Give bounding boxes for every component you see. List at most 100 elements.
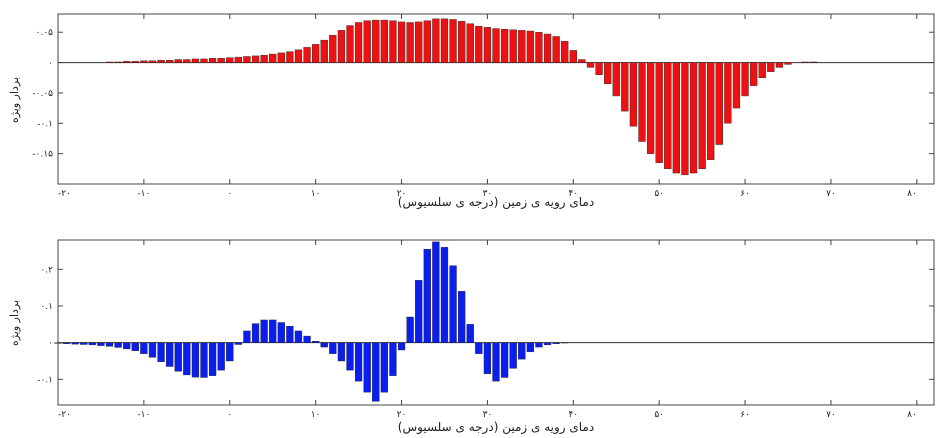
chart-1-x-axis-label: دمای رویه ی زمین (درجه ی سلسیوس) [398, 195, 594, 210]
chart-2-bar [475, 342, 483, 354]
chart-2-bars [54, 241, 934, 402]
chart-1-bar [397, 21, 406, 63]
chart-1-bar [664, 62, 672, 170]
chart-1-bar [509, 29, 517, 63]
chart-1-y-axis-label: بردار ویژه [8, 77, 21, 123]
chart-1-bar [801, 61, 809, 63]
chart-2-y-tick-label: ۰.۲ [40, 265, 53, 275]
chart-2-bar [166, 342, 174, 367]
chart-2-bar [320, 342, 328, 348]
chart-1-bar [269, 53, 277, 63]
chart-2-bar [234, 342, 242, 345]
chart-1-y-tick-label: ۰.۰۵ [36, 28, 54, 38]
chart-2-bar [423, 248, 431, 343]
chart-1-bar [114, 61, 122, 63]
chart-1-x-tick-label: ۰ [227, 189, 232, 199]
chart-1-bar [286, 51, 294, 63]
chart-2-bar [458, 291, 466, 343]
chart-2-x-tick-label: ۷۰ [826, 410, 836, 420]
chart-2-bar [492, 342, 500, 382]
chart-2-bar [466, 324, 474, 343]
chart-2-bar [114, 342, 122, 348]
chart-2-bar [449, 265, 457, 343]
chart-1-y-tick-label: -۰.۱ [37, 119, 53, 129]
chart-2-bar [140, 342, 148, 354]
chart-2-y-ticks: ۰.۲ ۰.۱ ۰ -۰.۱ [37, 265, 934, 385]
chart-1-y-tick-label: -۰.۰۵ [32, 89, 53, 99]
chart-1-bar [183, 59, 191, 63]
chart-1-bars [58, 18, 934, 176]
chart-1-bar [200, 58, 208, 63]
chart-1-bar [586, 62, 595, 68]
chart-1-bar [458, 21, 466, 63]
chart-1-x-tick-label: ۴۰ [568, 189, 578, 199]
chart-1-bar [226, 57, 234, 63]
chart-1-bar [363, 20, 371, 63]
chart-1-bar [475, 25, 483, 63]
chart-2-x-tick-label: ۰ [227, 410, 232, 420]
chart-1-bar [449, 19, 457, 63]
chart-2-bar [97, 342, 105, 346]
chart-1-bar [655, 62, 663, 163]
chart-1-bar [157, 59, 165, 63]
chart-1-x-tick-label: -۱۰ [137, 189, 150, 199]
chart-1-bar [732, 62, 741, 109]
chart-2-bar [509, 342, 517, 369]
chart-1-bar [166, 59, 174, 63]
chart-1-bar [500, 28, 509, 63]
chart-2-bar [131, 342, 139, 351]
chart-2-x-tick-label: ۵۰ [654, 410, 664, 420]
chart-1-plot-frame [57, 13, 935, 185]
chart-1-bar [604, 62, 612, 85]
chart-1-bar [105, 61, 114, 63]
chart-2-x-tick-label: ۱۰ [311, 410, 321, 420]
chart-1-bar [543, 33, 552, 63]
chart-2-bar [269, 319, 277, 343]
chart-2-bar [157, 342, 165, 362]
chart-2-x-tick-label: ۸۰ [907, 410, 917, 420]
chart-2-bar [346, 342, 354, 371]
chart-2-bar [363, 342, 371, 393]
chart-2-bar [260, 319, 268, 343]
chart-1-bar [251, 55, 260, 63]
chart-2-bar [303, 335, 311, 343]
chart-1-y-tick-label: ۰ [48, 59, 53, 69]
chart-1-bar [526, 30, 534, 63]
chart-1-y-ticks: ۰.۰۵ ۰ -۰.۰۵ -۰.۱ -۰.۱۵ [32, 28, 934, 160]
chart-2-bar [251, 323, 260, 343]
chart-2-y-axis-label: بردار ویژه [8, 300, 21, 346]
chart-1-bar [123, 61, 131, 63]
chart-1-bar [148, 60, 157, 63]
chart-2-bar [483, 342, 492, 375]
chart-1-bar [629, 62, 638, 127]
chart-2-bar [277, 322, 285, 343]
chart-1-bar [681, 62, 689, 176]
chart-2-bar [440, 247, 449, 343]
chart-2-bar [526, 342, 534, 353]
chart-1-bar [758, 62, 766, 78]
chart-1-bar [724, 62, 732, 124]
chart-2-y-tick-label: ۰ [48, 339, 53, 349]
chart-2-x-tick-label: ۴۰ [568, 410, 578, 420]
chart-1-bar [174, 59, 182, 63]
chart-1-bar [483, 27, 492, 63]
chart-2-bar [518, 342, 526, 360]
chart-1-bar [715, 62, 723, 145]
chart-1-x-tick-label: ۷۰ [826, 189, 836, 199]
chart-1-bar [303, 47, 311, 63]
chart-2-bar [80, 342, 88, 345]
chart-2-x-axis-label: دمای رویه ی زمین (درجه ی سلسیوس) [398, 420, 594, 435]
chart-1-bar [320, 39, 328, 63]
chart-2-plot-frame [57, 239, 935, 406]
chart-2-bar [354, 342, 363, 382]
chart-1-bar [698, 62, 706, 170]
chart-1-bar [131, 61, 139, 63]
chart-1-bar [440, 18, 449, 63]
chart-1-bar [337, 30, 346, 63]
chart-1-bar [689, 62, 698, 174]
chart-1-bar [775, 62, 784, 68]
chart-1-bar [354, 22, 363, 63]
chart-2-bar [123, 342, 131, 350]
chart-2-bar [372, 342, 380, 402]
